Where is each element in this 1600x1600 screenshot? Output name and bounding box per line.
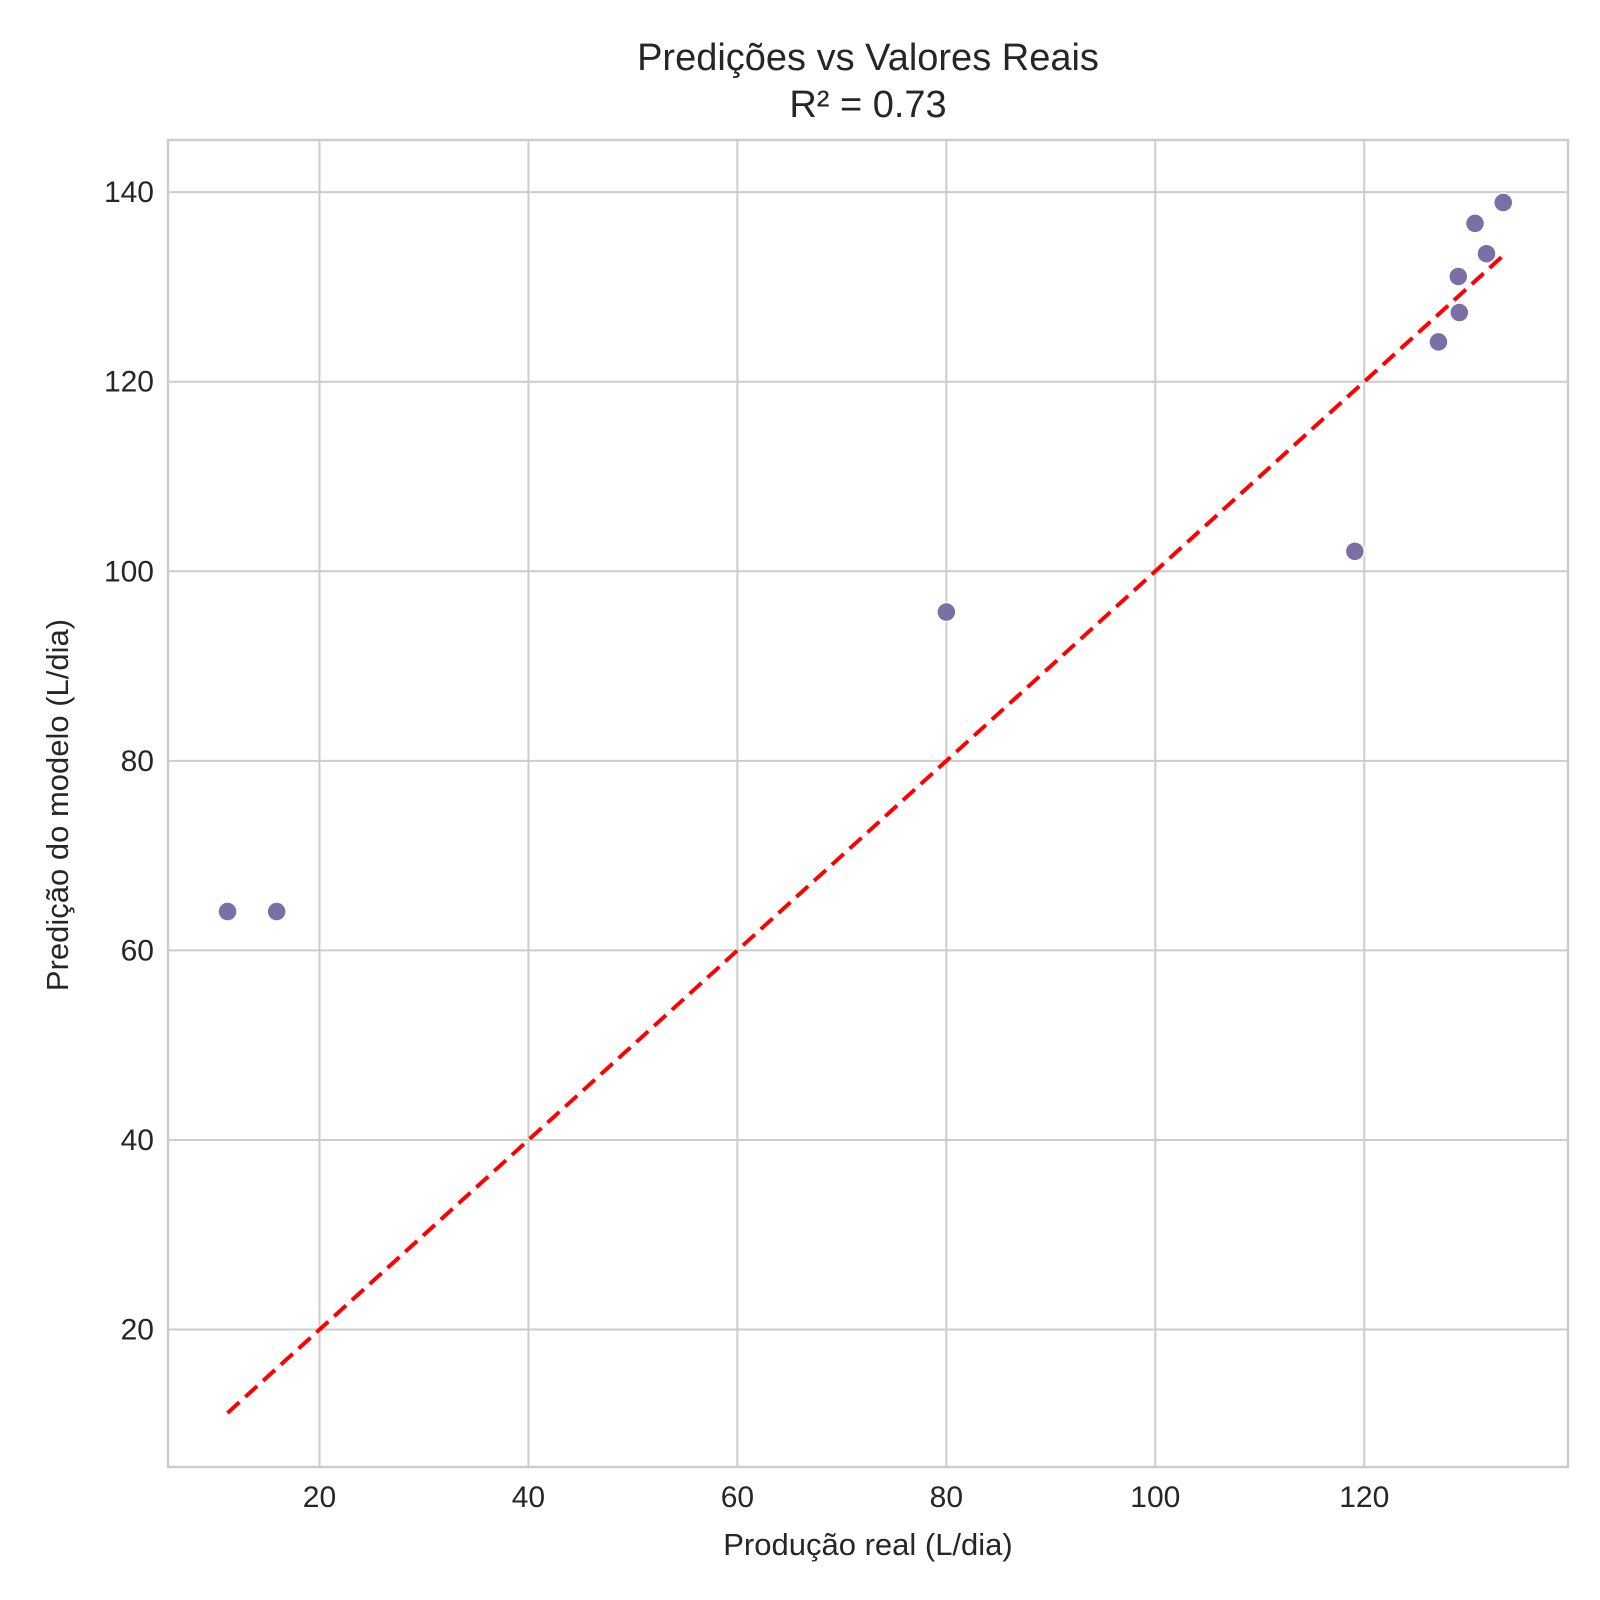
- x-axis-label: Produção real (L/dia): [723, 1527, 1013, 1562]
- chart-subtitle: R² = 0.73: [789, 84, 946, 126]
- scatter-point: [1428, 331, 1449, 353]
- x-tick-label: 60: [721, 1481, 754, 1514]
- scatter-point: [1476, 243, 1497, 264]
- scatter-point: [1464, 213, 1486, 234]
- x-tick-label: 20: [303, 1481, 336, 1514]
- scatter-points: [217, 192, 1514, 922]
- y-tick-label: 60: [121, 934, 154, 967]
- scatter-point: [1344, 541, 1366, 562]
- scatter-point: [217, 901, 238, 922]
- y-tick-label: 20: [121, 1314, 154, 1347]
- scatter-point: [936, 601, 957, 623]
- x-gridlines: [318, 140, 1366, 1467]
- x-tick-label: 120: [1339, 1481, 1389, 1514]
- x-tick-label: 80: [930, 1481, 963, 1514]
- y-axis-label: Predição do modelo (L/dia): [40, 619, 75, 991]
- y-tick-label: 40: [121, 1124, 154, 1157]
- y-tick-label: 80: [121, 745, 154, 778]
- y-tick-label: 120: [104, 366, 154, 399]
- y-tick-label: 100: [104, 555, 154, 588]
- x-tick-labels: 20 40 60 80 100 120: [303, 1481, 1389, 1514]
- scatter-point: [1492, 192, 1514, 213]
- y-tick-labels: 20 40 60 80 100 120 140: [104, 176, 154, 1346]
- x-tick-label: 100: [1130, 1481, 1180, 1514]
- x-tick-label: 40: [512, 1481, 545, 1514]
- scatter-point: [1448, 266, 1469, 287]
- y-tick-label: 140: [104, 176, 154, 209]
- y-gridlines: [168, 191, 1568, 1331]
- chart-title: Predições vs Valores Reais: [637, 37, 1099, 79]
- plot-frame: [166, 138, 1570, 1469]
- scatter-point: [1449, 302, 1470, 323]
- scatter-point: [266, 901, 287, 922]
